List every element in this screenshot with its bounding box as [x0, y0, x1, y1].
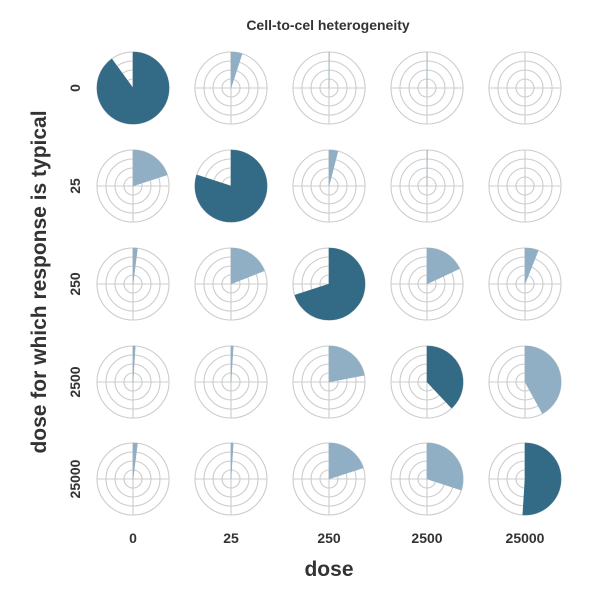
- y-tick-250: 250: [67, 272, 83, 296]
- panel-25-0: [96, 149, 170, 223]
- chart-title: Cell-to-cel heterogeneity: [246, 17, 410, 33]
- x-axis-title: dose: [304, 558, 353, 581]
- panel-2500-25000: [488, 345, 562, 419]
- panel-grid: [96, 51, 562, 516]
- wedge-2500-25: [230, 345, 234, 383]
- panel-25000-0: [96, 442, 170, 516]
- x-tick-25000: 25000: [506, 530, 545, 546]
- panel-250-25000: [488, 247, 562, 321]
- panel-25-25000: [488, 149, 562, 223]
- y-tick-25: 25: [67, 178, 83, 194]
- panel-0-250: [292, 51, 366, 125]
- x-tick-2500: 2500: [411, 530, 442, 546]
- wedge-250-250: [294, 247, 366, 321]
- wedge-0-25: [230, 51, 243, 89]
- wedge-25000-2500: [426, 442, 464, 491]
- panel-2500-0: [96, 345, 170, 419]
- panel-250-2500: [390, 247, 464, 321]
- y-tick-25000: 25000: [67, 459, 83, 498]
- wedge-250-25000: [524, 247, 539, 285]
- x-tick-0: 0: [129, 530, 137, 546]
- y-axis-title: dose for which response is typical: [28, 110, 51, 453]
- panel-250-0: [96, 247, 170, 321]
- wedge-25000-0: [132, 442, 138, 480]
- wedge-0-0: [96, 51, 170, 125]
- y-tick-0: 0: [67, 84, 83, 92]
- panel-250-25: [194, 247, 268, 321]
- panel-0-2500: [390, 51, 464, 125]
- panel-25-250: [292, 149, 366, 223]
- wedge-25000-250: [328, 442, 364, 480]
- panel-25000-25: [194, 442, 268, 516]
- wedge-250-2500: [426, 247, 460, 285]
- wedge-2500-250: [328, 345, 365, 383]
- x-tick-25: 25: [223, 530, 239, 546]
- wedge-2500-25000: [524, 345, 562, 414]
- panel-25-25: [194, 149, 268, 223]
- wedge-250-0: [132, 247, 138, 285]
- panel-250-250: [292, 247, 366, 321]
- wedge-250-25: [230, 247, 265, 285]
- x-tick-250: 250: [317, 530, 341, 546]
- panel-0-25: [194, 51, 268, 125]
- wedge-25-250: [328, 149, 339, 187]
- wedge-25-0: [132, 149, 168, 187]
- panel-0-25000: [488, 51, 562, 125]
- wedge-25000-25000: [522, 442, 562, 516]
- wedge-2500-0: [132, 345, 136, 383]
- panel-2500-2500: [390, 345, 464, 419]
- wedge-25-25: [194, 149, 268, 223]
- panel-25000-25000: [488, 442, 562, 516]
- panel-2500-250: [292, 345, 366, 419]
- panel-25000-2500: [390, 442, 464, 516]
- panel-2500-25: [194, 345, 268, 419]
- wedge-25000-25: [230, 442, 234, 480]
- y-tick-2500: 2500: [67, 366, 83, 397]
- panel-25-2500: [390, 149, 464, 223]
- x-tick-labels: 0 25 250 2500 25000: [129, 530, 545, 546]
- y-tick-labels: 0 25 250 2500 25000: [67, 84, 83, 499]
- panel-0-0: [96, 51, 170, 125]
- panel-25000-250: [292, 442, 366, 516]
- wedge-2500-2500: [426, 345, 464, 409]
